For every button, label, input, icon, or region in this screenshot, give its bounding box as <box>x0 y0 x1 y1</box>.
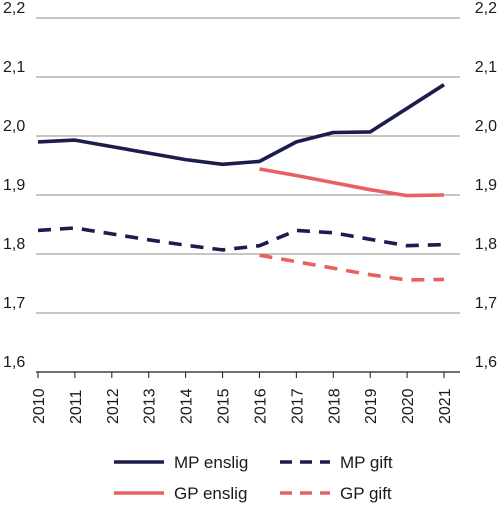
x-tick-label: 2011 <box>68 389 85 424</box>
y-tick-label-right: 1,6 <box>475 354 497 371</box>
y-tick-label-left: 2,2 <box>3 0 25 17</box>
legend-label: MP enslig <box>174 453 248 472</box>
series-line <box>259 253 445 282</box>
y-tick-label-right: 1,9 <box>475 177 497 194</box>
legend: MP enslig MP gift GP enslig GP gift <box>114 453 393 503</box>
y-tick-label-left: 1,8 <box>3 236 25 253</box>
x-tick-label: 2017 <box>289 388 306 424</box>
legend-label: MP gift <box>340 453 393 472</box>
y-tick-label-left: 2,0 <box>3 118 25 135</box>
x-tick-labels: 2010 2011 2012 2013 2014 2015 2016 2017 2018 2019… <box>31 388 454 424</box>
x-tick-label: 2014 <box>179 388 196 424</box>
gridlines <box>36 17 460 314</box>
legend-label: GP enslig <box>174 484 247 503</box>
series-lines <box>37 83 445 282</box>
x-tick-label: 2019 <box>363 388 380 424</box>
x-tick-label: 2010 <box>31 388 48 424</box>
y-tick-label-left: 2,1 <box>3 59 25 76</box>
y-tick-label-left: 1,9 <box>3 177 25 194</box>
y-tick-label-right: 2,1 <box>475 59 497 76</box>
y-tick-label-right: 2,0 <box>475 118 497 135</box>
legend-label: GP gift <box>340 484 392 503</box>
y-tick-labels-left: 1,6 1,7 1,8 1,9 2,0 2,1 2,2 <box>3 0 25 371</box>
x-tick-label: 2015 <box>216 388 233 424</box>
y-tick-label-right: 1,7 <box>475 295 497 312</box>
x-tick-label: 2013 <box>142 388 159 424</box>
x-tick-label: 2018 <box>326 388 343 424</box>
y-tick-label-right: 2,2 <box>475 0 497 17</box>
series-line <box>259 167 445 198</box>
y-tick-labels-right: 1,6 1,7 1,8 1,9 2,0 2,1 2,2 <box>475 0 497 371</box>
y-tick-label-left: 1,7 <box>3 295 25 312</box>
axes <box>36 371 460 378</box>
x-tick-label: 2012 <box>105 388 122 424</box>
x-tick-label: 2016 <box>252 388 269 424</box>
x-tick-label: 2020 <box>400 388 417 424</box>
series-line <box>37 83 445 167</box>
x-tick-label: 2021 <box>437 388 454 424</box>
y-tick-label-left: 1,6 <box>3 354 25 371</box>
series-line <box>37 226 445 252</box>
y-tick-label-right: 1,8 <box>475 236 497 253</box>
